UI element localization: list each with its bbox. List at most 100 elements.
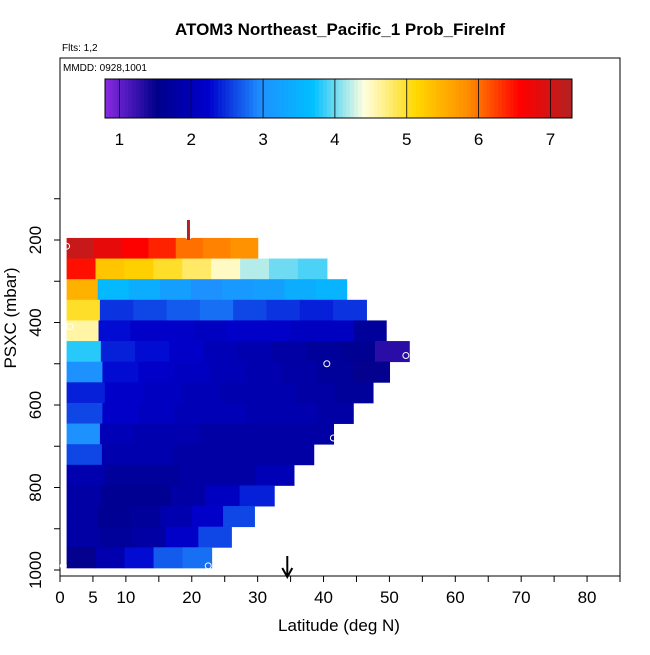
colorbar-segment	[264, 79, 269, 118]
heatmap-cell	[95, 547, 126, 569]
heatmap-cell	[162, 320, 195, 342]
colorbar-segment	[186, 79, 192, 118]
colorbar-segment	[256, 79, 262, 118]
x-tick-label: 20	[182, 588, 201, 607]
heatmap-cell	[153, 547, 184, 569]
x-tick-label: 70	[512, 588, 531, 607]
heatmap-cell	[306, 341, 342, 363]
heatmap-cell	[182, 258, 212, 280]
colorbar-segment	[412, 79, 417, 118]
x-tick-label: 0	[55, 588, 64, 607]
y-tick-label: 200	[26, 226, 45, 254]
heatmap-cell	[99, 299, 134, 321]
colorbar-segment	[525, 79, 530, 118]
heatmap-cell	[138, 361, 175, 383]
chart-subtitle: Flts: 1,2	[62, 43, 98, 54]
colorbar-segment	[568, 79, 573, 118]
heatmap-cell	[223, 506, 255, 528]
colorbar-tick-label: 6	[474, 130, 483, 149]
colorbar-segment	[171, 79, 176, 118]
heatmap-cell	[333, 299, 367, 321]
heatmap-cell	[211, 258, 241, 280]
heatmap-cell	[180, 464, 219, 486]
colorbar-segment	[252, 79, 258, 118]
heatmap-cell	[128, 279, 161, 301]
heatmap-cell	[207, 444, 244, 466]
heatmap-cell	[100, 341, 136, 363]
data-marker	[329, 434, 337, 442]
heatmap-cell	[160, 506, 193, 528]
heatmap-cell	[129, 506, 162, 528]
colorbar-segment	[225, 79, 231, 118]
colorbar-segment	[536, 79, 542, 118]
heatmap-cell	[132, 526, 167, 548]
data-marker	[63, 242, 71, 250]
colorbar-segment	[431, 79, 437, 118]
heatmap-cell	[266, 299, 301, 321]
heatmap-cell	[143, 382, 183, 404]
colorbar-segment	[439, 79, 445, 118]
colorbar-segment	[108, 79, 114, 118]
colorbar-segment	[159, 79, 164, 118]
colorbar-tick-label: 7	[546, 130, 555, 149]
colorbar-segment	[213, 79, 219, 118]
x-tick-label: 30	[248, 588, 267, 607]
heatmap-cell	[104, 382, 144, 404]
heatmap-cell	[266, 423, 301, 445]
heatmap-cell	[66, 464, 106, 486]
heatmap-cell	[66, 341, 102, 363]
colorbar-segment	[428, 79, 433, 118]
y-tick-label: 400	[26, 308, 45, 336]
colorbar-segment	[143, 79, 149, 118]
colorbar-segment	[564, 79, 569, 118]
heatmap-cell	[66, 444, 103, 466]
heatmap-cell	[102, 361, 139, 383]
colorbar-segment	[163, 79, 168, 118]
colorbar-segment	[147, 79, 153, 118]
colorbar-segment	[342, 79, 347, 118]
heatmap-cell	[99, 526, 134, 548]
heatmap-cell	[169, 341, 205, 363]
data-marker	[66, 323, 74, 331]
heatmap-cell	[138, 402, 175, 424]
heatmap-cell	[191, 506, 224, 528]
x-tick-label: 80	[578, 588, 597, 607]
colorbar-segment	[326, 79, 332, 118]
colorbar-segment	[350, 79, 355, 118]
heatmap-cell	[102, 402, 139, 424]
heatmap-cell	[66, 320, 100, 342]
colorbar-segment	[385, 79, 390, 118]
heatmap-cell	[299, 299, 334, 321]
heatmap-cell	[135, 485, 171, 507]
heatmap-cell	[281, 361, 319, 383]
colorbar-segment	[198, 79, 203, 118]
colorbar-segment	[381, 79, 386, 118]
heatmap-cell	[245, 402, 283, 424]
heatmap-cell	[281, 402, 318, 424]
colorbar-segment	[322, 79, 328, 118]
colorbar-segment	[299, 79, 304, 118]
heatmap-cell	[222, 279, 254, 301]
heatmap-cell	[354, 320, 387, 342]
colorbar-segment	[334, 79, 339, 118]
heatmap-cell	[174, 361, 211, 383]
colorbar-segment	[241, 79, 246, 118]
colorbar-segment	[396, 79, 402, 118]
colorbar-segment	[319, 79, 324, 118]
colorbar-segment	[245, 79, 250, 118]
colorbar-segment	[482, 79, 487, 118]
colorbar-segment	[311, 79, 316, 118]
colorbar-segment	[560, 79, 565, 118]
heatmap-cell	[66, 423, 101, 445]
colorbar-segment	[284, 79, 289, 118]
heatmap-cell	[97, 506, 130, 528]
heatmap-cell	[219, 382, 259, 404]
colorbar-segment	[120, 79, 125, 118]
heatmap-cell	[66, 485, 102, 507]
heatmap-cell	[200, 423, 234, 445]
colorbar-segment	[112, 79, 118, 118]
heatmap-cell	[230, 237, 259, 259]
heatmap-cell	[104, 464, 143, 486]
